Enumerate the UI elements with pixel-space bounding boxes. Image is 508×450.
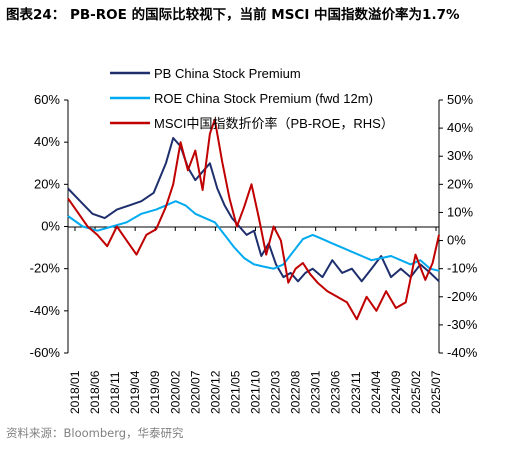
x-tick-label: 2024/04 xyxy=(369,370,383,414)
left-tick-label: -40% xyxy=(30,303,61,318)
source-note: 资料来源：Bloomberg，华泰研究 xyxy=(6,426,184,440)
left-tick-label: -20% xyxy=(30,261,61,276)
right-tick-label: -10% xyxy=(447,261,478,276)
x-tick-label: 2022/03 xyxy=(269,370,283,414)
left-tick-label: 0% xyxy=(41,219,60,234)
right-tick-label: 20% xyxy=(447,176,473,191)
x-tick-label: 2020/12 xyxy=(208,370,222,414)
x-tick-label: 2020/02 xyxy=(168,370,182,414)
legend-label-3: MSCI中国指数折价率（PB-ROE，RHS） xyxy=(154,116,394,131)
x-tick-label: 2018/11 xyxy=(108,371,122,414)
right-tick-label: 0% xyxy=(447,233,466,248)
left-tick-label: 20% xyxy=(34,176,60,191)
series-layer xyxy=(67,118,440,321)
series-line-2 xyxy=(67,200,440,272)
right-tick-label: 10% xyxy=(447,204,473,219)
right-tick-label: -40% xyxy=(447,345,478,360)
legend-label-2: ROE China Stock Premium (fwd 12m) xyxy=(154,91,373,106)
legend-label-1: PB China Stock Premium xyxy=(154,66,301,81)
series-line-3 xyxy=(67,118,440,321)
x-tick-label: 2019/04 xyxy=(128,370,142,414)
x-tick-label: 2025/07 xyxy=(429,370,443,414)
x-tick-label: 2023/01 xyxy=(309,370,323,414)
x-tick-label: 2018/06 xyxy=(88,370,102,414)
left-tick-label: 40% xyxy=(34,134,60,149)
right-tick-label: -30% xyxy=(447,317,478,332)
x-ticks: 2018/01 2018/06 2018/11 2019/04 2019/09 2020/… xyxy=(68,227,443,414)
x-tick-label: 2019/09 xyxy=(148,370,162,414)
x-tick-label: 2021/10 xyxy=(249,370,263,414)
left-tick-label: 60% xyxy=(34,92,60,107)
x-tick-label: 2023/11 xyxy=(349,371,363,414)
series-line-1 xyxy=(67,137,440,283)
right-y-ticks: 50% 40% 30% 20% 10% 0% -10% -20% -30% -40% xyxy=(439,92,478,360)
legend: PB China Stock Premium ROE China Stock Pr… xyxy=(110,66,394,131)
x-tick-label: 2020/07 xyxy=(188,370,202,414)
x-tick-label: 2023/06 xyxy=(329,370,343,414)
right-tick-label: 40% xyxy=(447,120,473,135)
x-tick-label: 2018/01 xyxy=(68,370,82,414)
axes xyxy=(67,100,440,353)
right-tick-label: 30% xyxy=(447,148,473,163)
right-tick-label: -20% xyxy=(447,289,478,304)
left-tick-label: -60% xyxy=(30,345,61,360)
right-tick-label: 50% xyxy=(447,92,473,107)
x-tick-label: 2021/05 xyxy=(228,370,242,414)
x-tick-label: 2025/02 xyxy=(409,370,423,414)
x-tick-label: 2024/09 xyxy=(389,370,403,414)
chart-title: 图表24： PB-ROE 的国际比较视下，当前 MSCI 中国指数溢价率为1.7… xyxy=(6,7,460,23)
x-tick-label: 2022/08 xyxy=(289,370,303,414)
left-y-ticks: 60% 40% 20% 0% -20% -40% -60% xyxy=(30,92,68,360)
